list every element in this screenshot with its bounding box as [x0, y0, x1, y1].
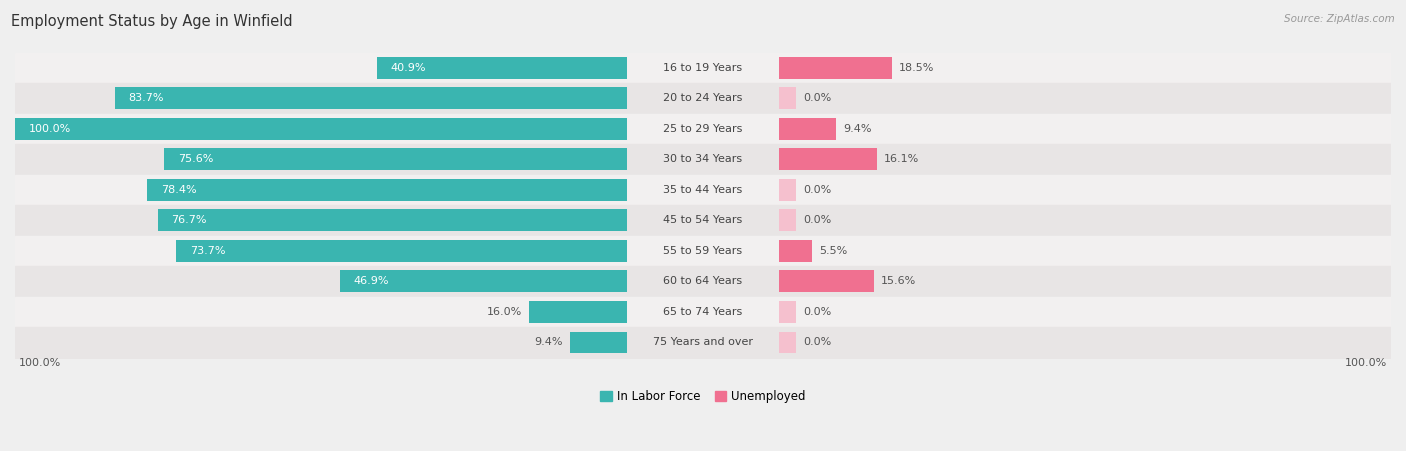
Bar [529, 301, 627, 323]
Bar [15, 175, 1391, 205]
Bar [569, 331, 627, 354]
Bar [779, 179, 796, 201]
Text: 46.9%: 46.9% [354, 276, 389, 286]
Text: 75.6%: 75.6% [179, 154, 214, 165]
Bar [165, 148, 627, 170]
Bar [779, 301, 796, 323]
Bar [340, 271, 627, 292]
Text: 45 to 54 Years: 45 to 54 Years [664, 216, 742, 226]
Text: 35 to 44 Years: 35 to 44 Years [664, 185, 742, 195]
Text: 75 Years and over: 75 Years and over [652, 337, 754, 348]
Bar [377, 57, 627, 79]
Bar [779, 271, 875, 292]
Text: 30 to 34 Years: 30 to 34 Years [664, 154, 742, 165]
Text: 40.9%: 40.9% [391, 63, 426, 73]
Text: 16 to 19 Years: 16 to 19 Years [664, 63, 742, 73]
Bar [15, 266, 1391, 297]
Text: 5.5%: 5.5% [820, 246, 848, 256]
Text: 78.4%: 78.4% [162, 185, 197, 195]
Bar [779, 57, 891, 79]
Bar [15, 236, 1391, 266]
Text: 60 to 64 Years: 60 to 64 Years [664, 276, 742, 286]
Bar [779, 240, 813, 262]
Text: 73.7%: 73.7% [190, 246, 225, 256]
Bar [15, 83, 1391, 114]
Text: 55 to 59 Years: 55 to 59 Years [664, 246, 742, 256]
Bar [115, 87, 627, 109]
Bar [15, 297, 1391, 327]
Bar [15, 205, 1391, 236]
Bar [15, 118, 627, 140]
Text: 0.0%: 0.0% [803, 216, 831, 226]
Text: 100.0%: 100.0% [18, 359, 60, 368]
Bar [779, 209, 796, 231]
Bar [779, 118, 837, 140]
Text: Source: ZipAtlas.com: Source: ZipAtlas.com [1284, 14, 1395, 23]
Bar [779, 331, 796, 354]
Bar [176, 240, 627, 262]
Text: 16.1%: 16.1% [884, 154, 920, 165]
Bar [15, 327, 1391, 358]
Text: 100.0%: 100.0% [28, 124, 72, 134]
Text: 16.0%: 16.0% [488, 307, 523, 317]
Text: 83.7%: 83.7% [128, 93, 165, 103]
Bar [148, 179, 627, 201]
Bar [15, 53, 1391, 83]
Text: 76.7%: 76.7% [172, 216, 207, 226]
Bar [15, 114, 1391, 144]
Text: 25 to 29 Years: 25 to 29 Years [664, 124, 742, 134]
Text: Employment Status by Age in Winfield: Employment Status by Age in Winfield [11, 14, 292, 28]
Text: 0.0%: 0.0% [803, 307, 831, 317]
Text: 0.0%: 0.0% [803, 337, 831, 348]
Bar [779, 87, 796, 109]
Text: 18.5%: 18.5% [898, 63, 934, 73]
Legend: In Labor Force, Unemployed: In Labor Force, Unemployed [600, 390, 806, 403]
Text: 100.0%: 100.0% [1346, 359, 1388, 368]
Bar [15, 144, 1391, 175]
Text: 0.0%: 0.0% [803, 93, 831, 103]
Bar [157, 209, 627, 231]
Text: 9.4%: 9.4% [844, 124, 872, 134]
Text: 0.0%: 0.0% [803, 185, 831, 195]
Text: 15.6%: 15.6% [882, 276, 917, 286]
Bar [779, 148, 877, 170]
Text: 20 to 24 Years: 20 to 24 Years [664, 93, 742, 103]
Text: 65 to 74 Years: 65 to 74 Years [664, 307, 742, 317]
Text: 9.4%: 9.4% [534, 337, 562, 348]
